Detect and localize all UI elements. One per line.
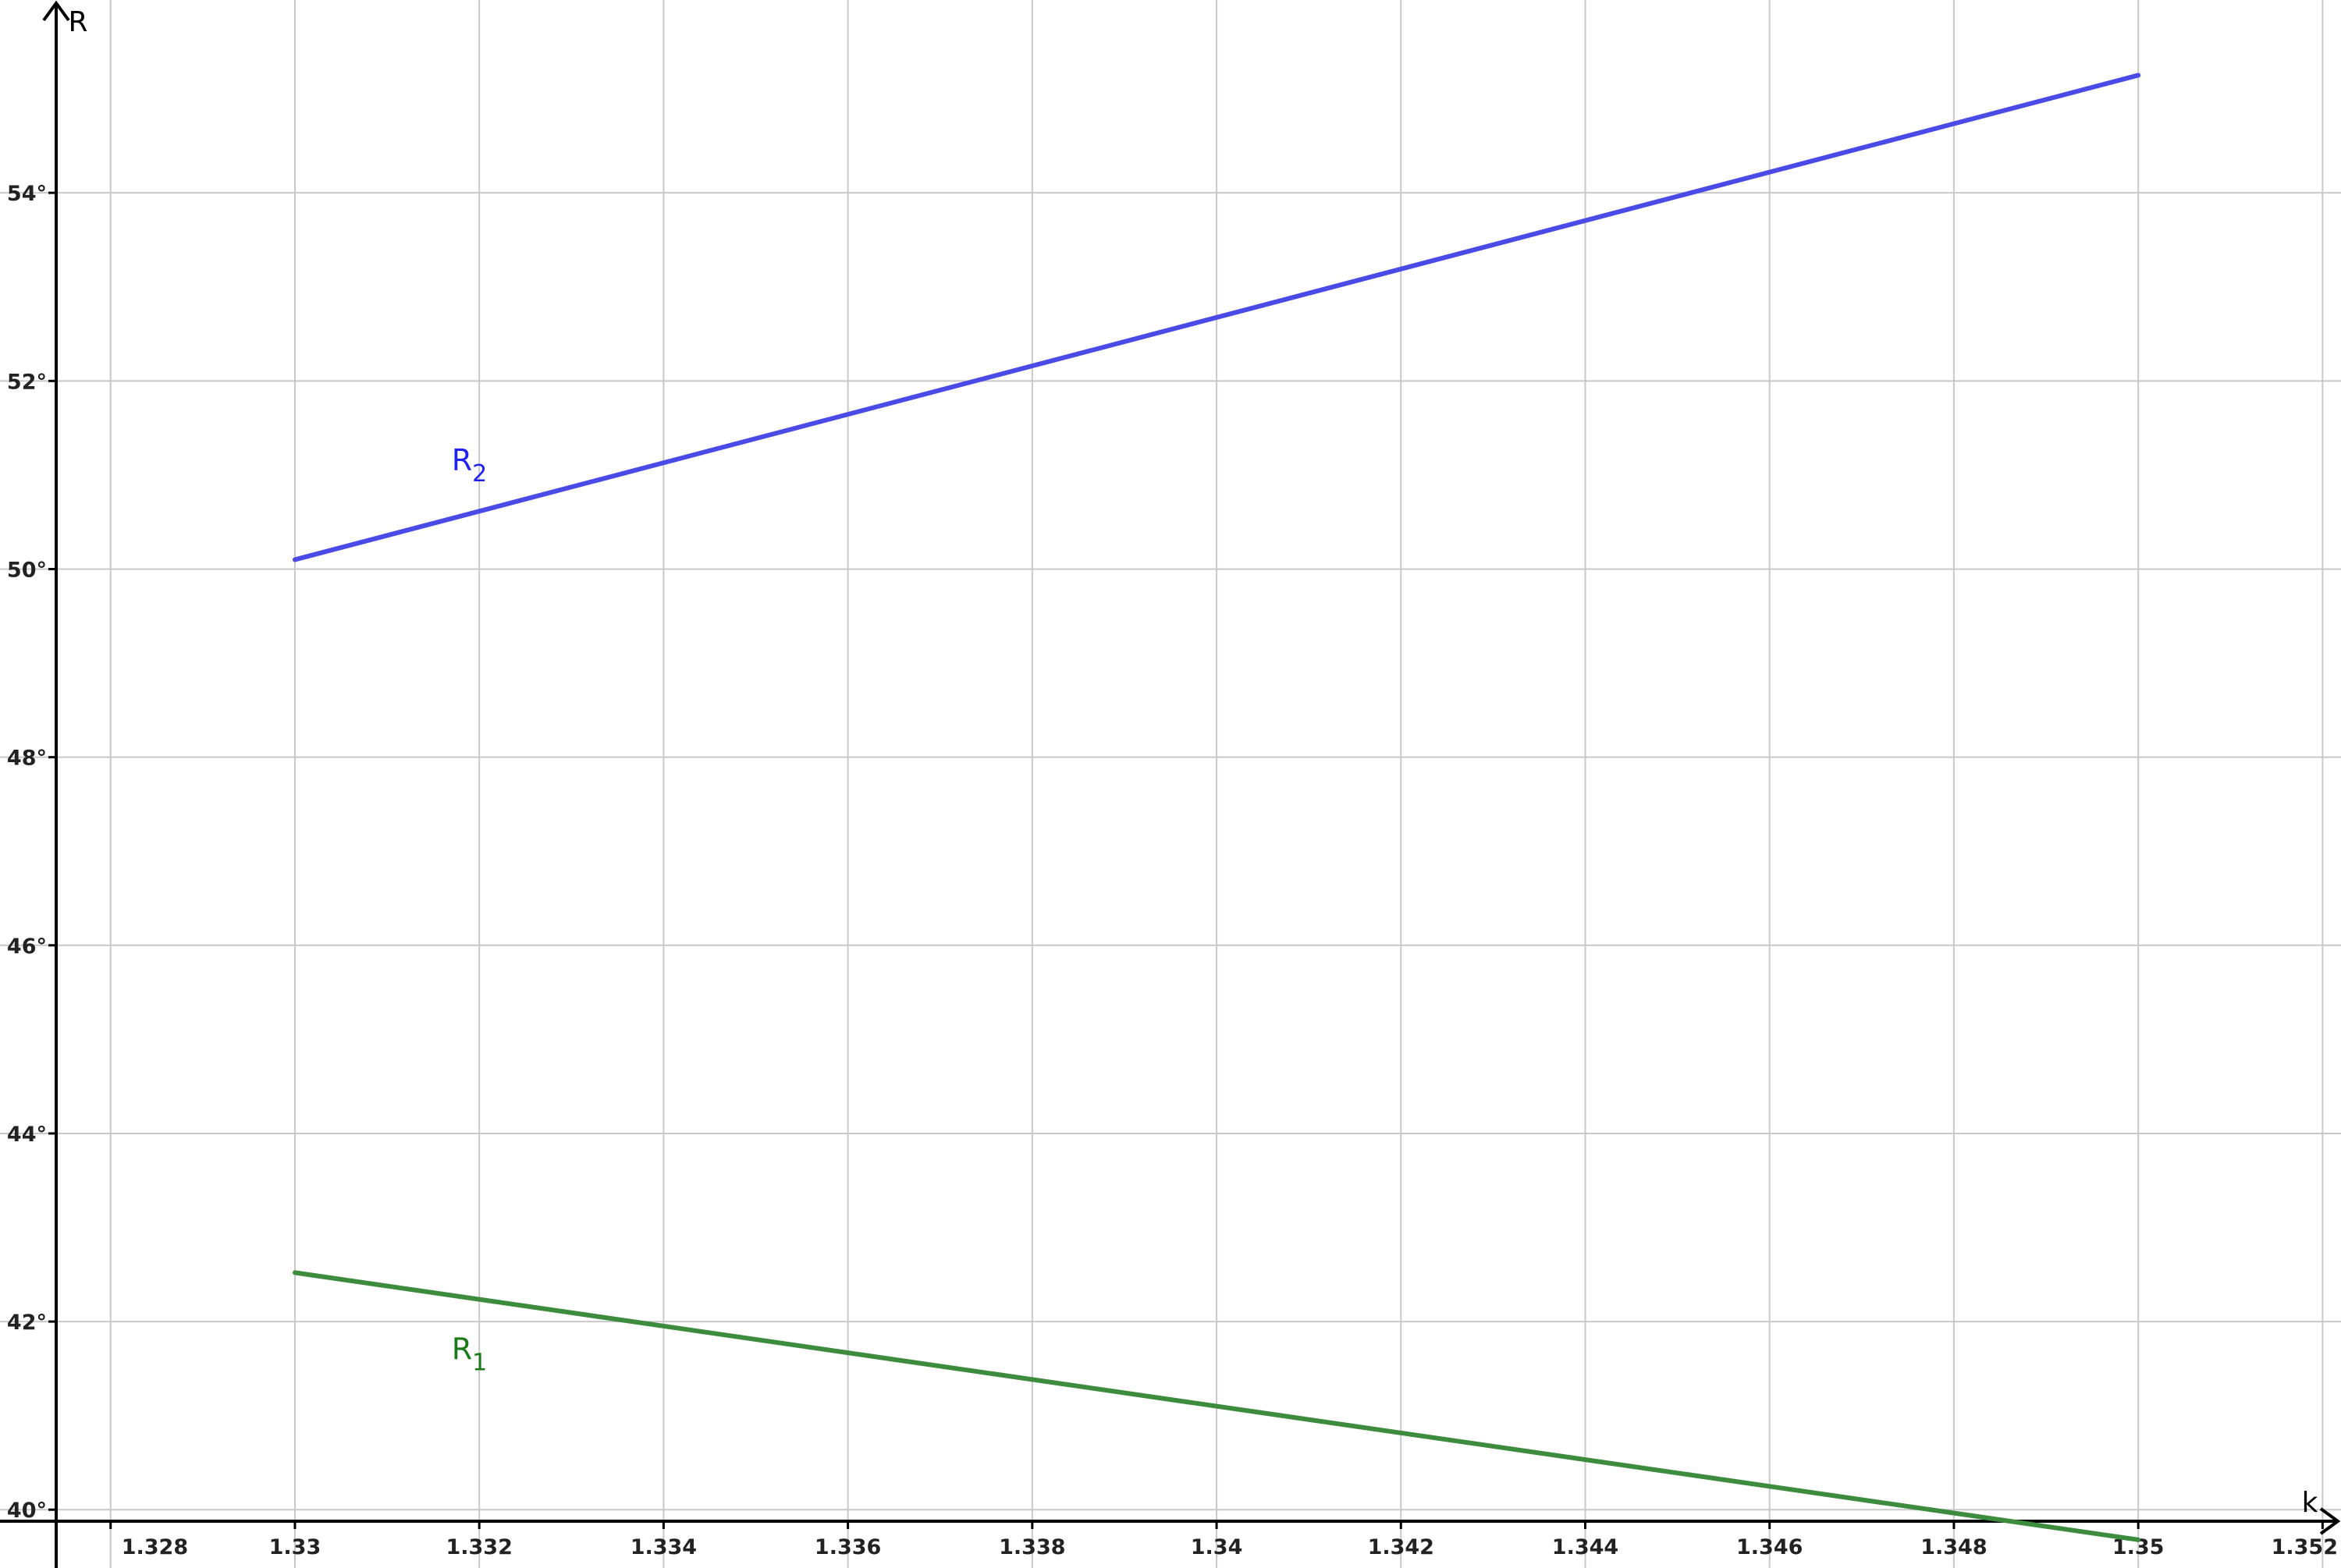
y-tick-label: 50° — [7, 558, 47, 582]
y-tick-label: 48° — [7, 747, 47, 771]
x-tick-label: 1.348 — [1920, 1535, 1987, 1559]
y-tick-label: 54° — [7, 182, 47, 206]
series-labels: R2 R1 — [452, 443, 488, 1376]
series-line-R1 — [292, 1270, 2141, 1542]
y-axis-label: R — [68, 6, 87, 38]
y-tick-labels: 40° 42° 44° 46° 48° 50° 52° 54° — [7, 182, 47, 1523]
x-tick-label: 1.328 — [122, 1535, 188, 1559]
series-lines — [292, 73, 2141, 1542]
x-tick-label: 1.338 — [999, 1535, 1065, 1559]
x-tick-label: 1.344 — [1552, 1535, 1618, 1559]
x-tick-label: 1.34 — [1191, 1535, 1243, 1559]
x-tick-label: 1.334 — [631, 1535, 697, 1559]
x-tick-label: 1.342 — [1368, 1535, 1434, 1559]
x-tick-labels: 1.328 1.33 1.332 1.334 1.336 1.338 1.34 1.342 1.… — [122, 1535, 2338, 1559]
x-tick-label: 1.33 — [269, 1535, 321, 1559]
x-tick-label: 1.352 — [2272, 1535, 2338, 1559]
x-tick-label: 1.332 — [446, 1535, 512, 1559]
x-axis-arrow — [2319, 1507, 2341, 1535]
y-axis-arrow — [42, 0, 70, 22]
series-line-R2 — [292, 73, 2141, 562]
x-tick-label: 1.346 — [1736, 1535, 1803, 1559]
y-tick-label: 40° — [7, 1499, 47, 1523]
y-tick-label: 42° — [7, 1311, 47, 1335]
y-tick-label: 44° — [7, 1123, 47, 1147]
series-label-R1: R1 — [452, 1332, 488, 1376]
series-label-R2: R2 — [452, 443, 488, 488]
x-axis-label: k — [2302, 1487, 2318, 1519]
y-tick-label: 52° — [7, 370, 47, 394]
y-tick-label: 46° — [7, 935, 47, 959]
x-tick-label: 1.336 — [815, 1535, 881, 1559]
